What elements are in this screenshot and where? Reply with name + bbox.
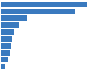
Bar <box>1 36 12 42</box>
Bar <box>1 29 14 35</box>
Bar <box>1 64 5 69</box>
Bar <box>1 2 87 7</box>
Bar <box>1 15 28 21</box>
Bar <box>1 50 10 56</box>
Bar <box>1 43 11 49</box>
Bar <box>1 57 8 62</box>
Bar <box>1 9 74 14</box>
Bar <box>1 22 19 28</box>
